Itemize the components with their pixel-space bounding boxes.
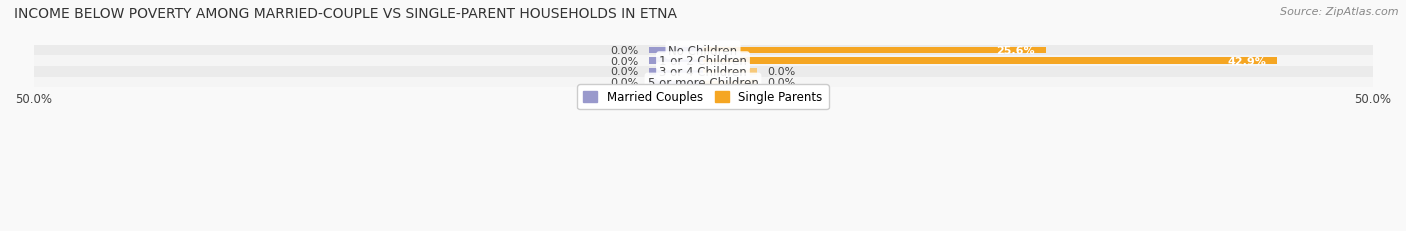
Text: 0.0%: 0.0% (610, 46, 638, 56)
Bar (703, 79, 756, 86)
Text: Source: ZipAtlas.com: Source: ZipAtlas.com (1281, 7, 1399, 17)
Bar (650, 58, 703, 65)
Bar (34, 67, 1372, 77)
Bar (650, 48, 703, 54)
Bar (703, 58, 1278, 65)
Text: 25.6%: 25.6% (997, 46, 1035, 56)
Bar (650, 79, 703, 86)
Text: 0.0%: 0.0% (768, 67, 796, 77)
Bar (703, 48, 1046, 54)
Legend: Married Couples, Single Parents: Married Couples, Single Parents (578, 85, 828, 110)
Bar (34, 56, 1372, 67)
Text: 0.0%: 0.0% (610, 78, 638, 88)
Bar (34, 77, 1372, 88)
Text: 0.0%: 0.0% (610, 67, 638, 77)
Text: 0.0%: 0.0% (610, 56, 638, 67)
Bar (34, 46, 1372, 56)
Text: 3 or 4 Children: 3 or 4 Children (659, 66, 747, 79)
Text: No Children: No Children (668, 44, 738, 57)
Bar (703, 69, 756, 75)
Text: INCOME BELOW POVERTY AMONG MARRIED-COUPLE VS SINGLE-PARENT HOUSEHOLDS IN ETNA: INCOME BELOW POVERTY AMONG MARRIED-COUPL… (14, 7, 678, 21)
Text: 5 or more Children: 5 or more Children (648, 76, 758, 89)
Text: 0.0%: 0.0% (768, 78, 796, 88)
Bar (650, 69, 703, 75)
Text: 1 or 2 Children: 1 or 2 Children (659, 55, 747, 68)
Text: 42.9%: 42.9% (1227, 56, 1267, 67)
